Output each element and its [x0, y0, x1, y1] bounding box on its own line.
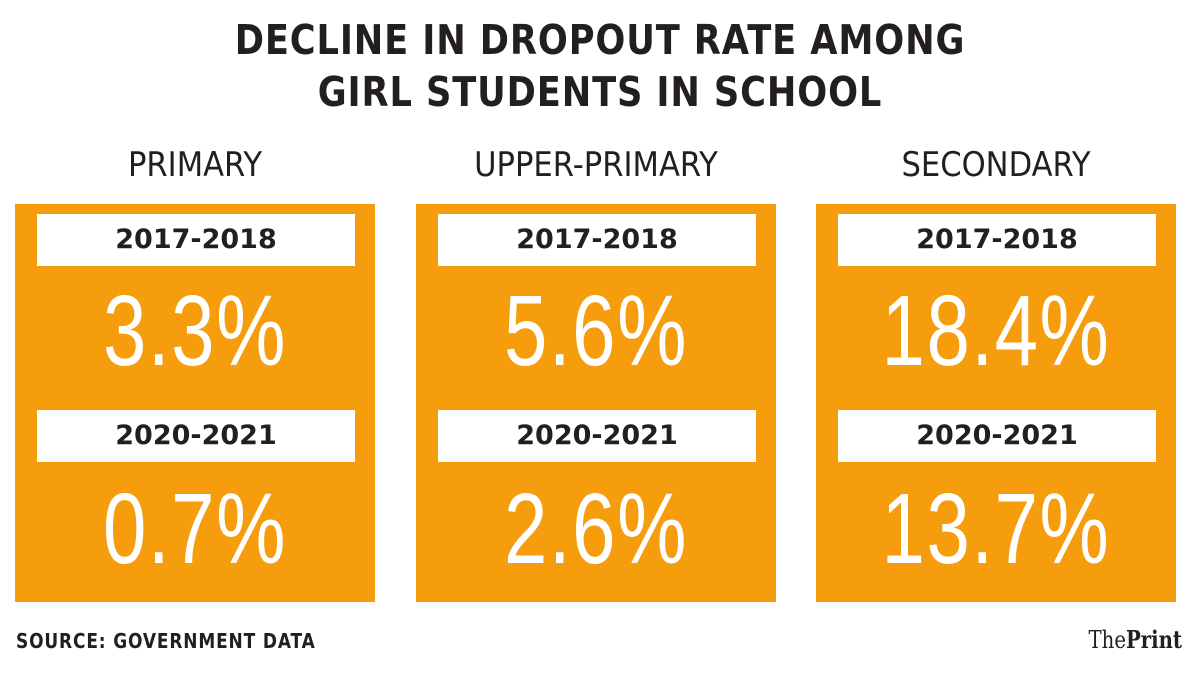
year-label-upper-primary-2020-2021: 2020-2021	[438, 410, 756, 462]
year-label-secondary-2017-2018: 2017-2018	[838, 214, 1156, 266]
year-label-primary-2020-2021: 2020-2021	[37, 410, 355, 462]
chart-title-line-1: DECLINE IN DROPOUT RATE AMONG	[234, 16, 966, 64]
value-upper-primary-2017-2018: 5.6%	[503, 275, 689, 387]
logo-the: The	[1088, 626, 1126, 654]
value-primary-2017-2018: 3.3%	[102, 275, 288, 387]
panel-primary: 2017-2018 3.3% 2020-2021 0.7%	[15, 204, 375, 602]
theprint-logo: ThePrint	[1089, 624, 1182, 656]
value-primary-2020-2021: 0.7%	[102, 473, 288, 585]
source-note: SOURCE: GOVERNMENT DATA	[16, 629, 316, 653]
value-upper-primary-2020-2021: 2.6%	[503, 473, 689, 585]
panel-secondary: 2017-2018 18.4% 2020-2021 13.7%	[816, 204, 1176, 602]
value-secondary-2017-2018: 18.4%	[881, 275, 1111, 387]
year-label-upper-primary-2017-2018: 2017-2018	[438, 214, 756, 266]
logo-print: Print	[1125, 625, 1182, 654]
chart-title-line-2: GIRL STUDENTS IN SCHOOL	[317, 68, 883, 116]
panel-heading-secondary: SECONDARY	[901, 145, 1091, 185]
value-secondary-2020-2021: 13.7%	[881, 473, 1111, 585]
year-label-primary-2017-2018: 2017-2018	[37, 214, 355, 266]
panel-upper-primary: 2017-2018 5.6% 2020-2021 2.6%	[416, 204, 776, 602]
chart-title: DECLINE IN DROPOUT RATE AMONG GIRL STUDE…	[84, 14, 1116, 118]
year-label-secondary-2020-2021: 2020-2021	[838, 410, 1156, 462]
panel-heading-primary: PRIMARY	[127, 145, 263, 185]
panel-heading-upper-primary: UPPER-PRIMARY	[474, 145, 718, 185]
